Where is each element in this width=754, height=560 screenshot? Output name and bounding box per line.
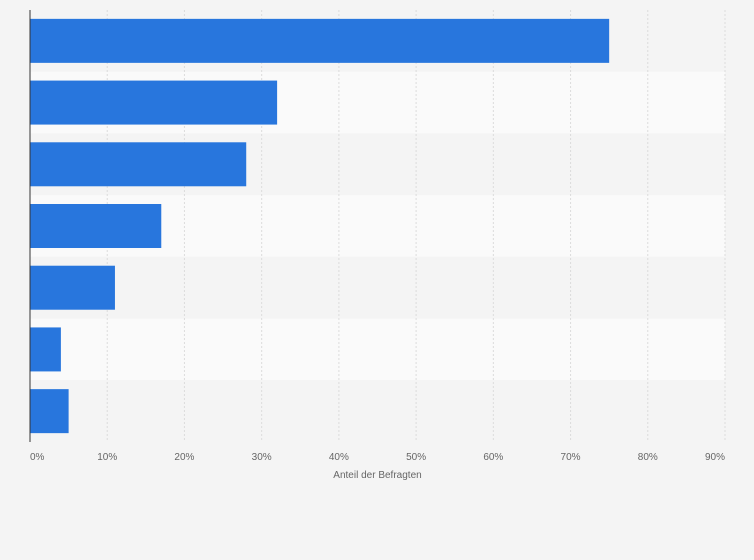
row-band xyxy=(30,380,725,442)
x-tick-label: 80% xyxy=(638,452,658,463)
bar xyxy=(30,142,247,187)
x-axis-title: Anteil der Befragten xyxy=(333,470,421,481)
bar xyxy=(30,80,278,125)
x-tick-label: 40% xyxy=(329,452,349,463)
bar xyxy=(30,265,115,310)
x-tick-label: 20% xyxy=(174,452,194,463)
x-tick-label: 50% xyxy=(406,452,426,463)
bars xyxy=(30,18,610,434)
x-tick-label: 10% xyxy=(97,452,117,463)
x-axis-ticks: 0% 10% 20% 30% 40% 50% 60% 70% 80% 90% xyxy=(30,452,725,463)
x-tick-label: 70% xyxy=(561,452,581,463)
x-tick-label: 30% xyxy=(252,452,272,463)
bar xyxy=(30,389,69,434)
row-bands xyxy=(30,10,725,442)
row-band xyxy=(30,256,725,319)
bar xyxy=(30,327,61,372)
x-tick-label: 60% xyxy=(483,452,503,463)
bar xyxy=(30,204,162,248)
bar xyxy=(30,18,610,63)
x-tick-label: 90% xyxy=(705,452,725,463)
x-tick-label: 0% xyxy=(30,452,45,463)
row-band xyxy=(30,318,725,381)
